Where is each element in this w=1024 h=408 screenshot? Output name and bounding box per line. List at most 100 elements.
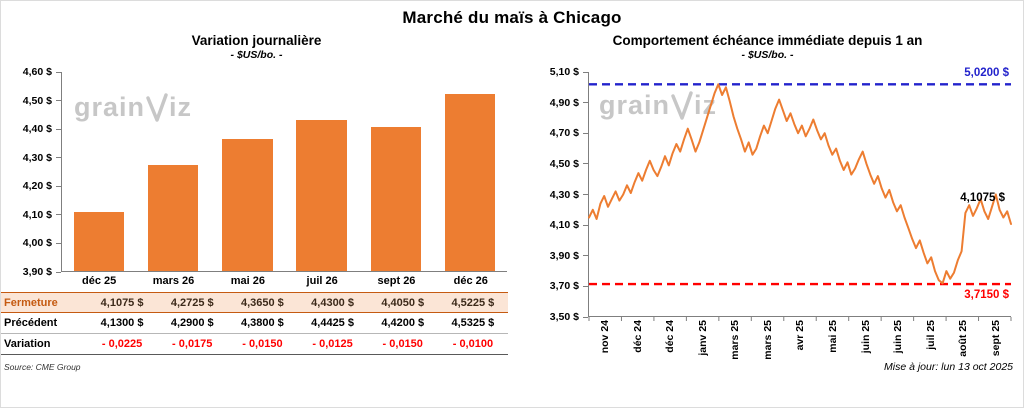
line-chart: 5,10 $ 4,90 $ 4,70 $ 4,50 $ 4,30 $ 4,10 $ 3,90… [512, 66, 1023, 323]
y-axis-label: 4,30 $ [22, 151, 52, 164]
bar [296, 120, 347, 271]
front-month-panel: Comportement échéance immédiate depuis 1… [512, 28, 1023, 377]
page-title: Marché du maïs à Chicago [402, 8, 622, 27]
table-cell: - 0,0175 [172, 338, 213, 350]
y-axis-tick [583, 255, 588, 257]
y-axis-label: 4,50 $ [22, 94, 52, 107]
bar-slot [62, 72, 136, 271]
update-note: Mise à jour: lun 13 oct 2025 [884, 361, 1013, 373]
line-x-label: déc 24 [664, 320, 677, 353]
y-axis-tick [56, 271, 61, 273]
table-cell: 4,4425 $ [311, 317, 354, 329]
table-cell: 4,4050 $ [381, 296, 425, 309]
bar-slot [433, 72, 507, 271]
grainwiz-watermark: grain iz [74, 92, 192, 123]
grainwiz-leaf-icon [671, 90, 693, 120]
y-axis-tick [56, 128, 61, 130]
bar-slot [359, 72, 433, 271]
y-axis-label: 3,50 $ [549, 311, 579, 323]
table-cell: 4,3650 $ [240, 296, 284, 309]
bar-x-label: sept 26 [377, 275, 416, 287]
bar [73, 212, 125, 271]
bar-slot [210, 72, 284, 271]
last-value-label: 4,1075 $ [960, 191, 1005, 204]
y-axis-tick [583, 102, 588, 104]
source-note: Source: CME Group [4, 362, 81, 372]
price-svg [588, 83, 1012, 321]
y-axis-tick [56, 100, 61, 102]
y-axis-label: 3,90 $ [22, 266, 52, 278]
table-row-fermeture: Fermeture 4,1075 $ 4,2725 $ 4,3650 $ 4,4… [1, 292, 508, 313]
bar-slot [285, 72, 359, 271]
bar-x-label: déc 25 [82, 275, 117, 287]
bar-x-labels: déc 25 mars 26 mai 26 juil 26 sept 26 déc 26 [62, 275, 508, 287]
right-panel-subtitle: - $US/bo. - [741, 49, 794, 61]
line-x-label: avr 25 [794, 320, 807, 351]
y-axis-tick [56, 157, 61, 159]
high-value-label: 5,0200 $ [964, 67, 1009, 80]
y-axis-tick [583, 316, 588, 318]
low-value-label: 3,7150 $ [964, 289, 1009, 302]
y-axis-tick [583, 71, 588, 73]
y-axis-label: 4,90 $ [549, 96, 579, 109]
y-axis-label: 4,30 $ [549, 188, 579, 201]
y-axis-tick [583, 132, 588, 134]
y-axis-tick [56, 242, 61, 244]
y-axis-label: 5,10 $ [549, 66, 579, 78]
table-cell: 4,4200 $ [381, 317, 425, 329]
y-axis-label: 4,00 $ [22, 237, 52, 250]
bar-x-label: déc 26 [453, 275, 488, 287]
bar-x-label: mars 26 [152, 275, 195, 287]
y-axis-label: 4,40 $ [22, 123, 52, 136]
bar [148, 165, 199, 271]
y-axis-label: 4,10 $ [549, 219, 579, 232]
table-cell: 4,4300 $ [311, 296, 354, 309]
y-axis-tick [583, 285, 588, 287]
daily-variation-panel: Variation journalière - $US/bo. - 4,60 $… [1, 28, 512, 377]
watermark-text-right: iz [169, 92, 193, 122]
bar [370, 127, 421, 271]
y-axis-label: 3,70 $ [549, 280, 579, 293]
line-x-label: juin 25 [859, 320, 872, 354]
row-label-precedent: Précédent [4, 317, 58, 329]
line-x-label: mai 25 [826, 320, 839, 353]
table-row-variation: Variation - 0,0225 - 0,0175 - 0,0150 - 0… [1, 334, 508, 355]
table-cell: - 0,0225 [101, 338, 143, 350]
y-axis-tick [583, 163, 588, 165]
table-cell: - 0,0100 [452, 338, 494, 350]
table-row-precedent: Précédent 4,1300 $ 4,2900 $ 4,3800 $ 4,4… [1, 313, 508, 334]
table-cell: 4,1075 $ [100, 296, 144, 309]
y-axis-label: 4,70 $ [549, 127, 579, 140]
watermark-text-right: iz [694, 90, 718, 120]
bar-slot [136, 72, 210, 271]
price-line [588, 83, 1012, 285]
bar-plot [62, 72, 507, 271]
y-axis-label: 4,60 $ [22, 66, 52, 78]
table-cell: 4,3800 $ [240, 317, 284, 329]
line-plot: grain iz 5,0200 $ 3,7150 $ 4,1075 $ [588, 67, 1012, 321]
bar-chart: 4,60 $ 4,50 $ 4,40 $ 4,30 $ 4,20 $ 4,10 $ 4,00… [1, 66, 512, 278]
y-axis-tick [583, 194, 588, 195]
watermark-text-left: grain [74, 92, 146, 122]
y-axis-tick [56, 214, 61, 216]
line-x-label: nov 24 [599, 320, 612, 354]
bar [222, 138, 273, 271]
line-x-label: janv 25 [696, 320, 709, 356]
line-x-label: mars 25 [729, 320, 742, 360]
row-label-variation: Variation [4, 338, 51, 350]
left-panel-title: Variation journalière [191, 33, 322, 48]
panels: Variation journalière - $US/bo. - 4,60 $… [1, 28, 1023, 377]
y-axis-label: 4,20 $ [22, 180, 52, 193]
table-cell: 4,1300 $ [100, 317, 144, 329]
bar-x-label: mai 26 [230, 275, 265, 287]
row-label-fermeture: Fermeture [4, 296, 58, 309]
y-axis-label: 4,10 $ [22, 208, 52, 221]
line-x-label: mars 25 [761, 320, 774, 360]
y-axis-tick [583, 224, 588, 226]
right-panel-title: Comportement échéance immédiate depuis 1… [612, 33, 923, 48]
table-cell: - 0,0150 [382, 338, 423, 350]
y-axis-tick [56, 185, 61, 187]
watermark-text-left: grain [599, 90, 671, 120]
line-x-label: déc 24 [631, 320, 644, 353]
